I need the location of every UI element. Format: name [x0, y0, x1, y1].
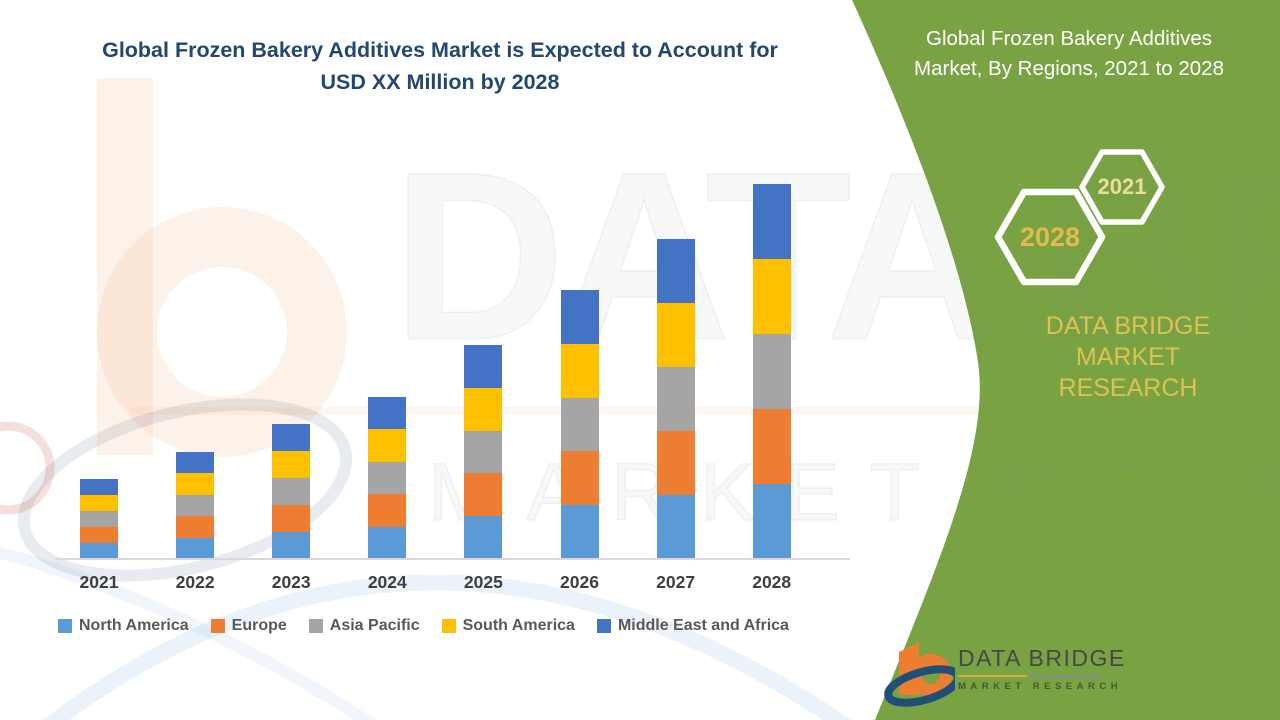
bar-segment-2026-europe: [560, 451, 599, 506]
legend-swatch: [441, 619, 456, 633]
x-axis-label-2023: 2023: [271, 572, 311, 592]
bar-segment-2022-europe: [176, 516, 215, 538]
bar-segment-2023-north-america: [272, 532, 311, 559]
bar-segment-2026-middle-east-and-africa: [560, 290, 599, 344]
legend-label: South America: [462, 617, 575, 634]
legend-label: Europe: [231, 617, 287, 634]
legend-label: Asia Pacific: [329, 617, 420, 634]
bar-segment-2028-europe: [752, 409, 791, 484]
bar-segment-2025-asia-pacific: [464, 430, 503, 474]
bar-segment-2024-europe: [368, 494, 407, 527]
legend-label: North America: [79, 617, 189, 634]
legend-item-south-america: South America: [441, 617, 575, 635]
bar-segment-2027-asia-pacific: [656, 367, 695, 431]
bar-segment-2025-north-america: [464, 516, 503, 559]
bar-segment-2026-north-america: [560, 505, 599, 559]
bar-segment-2027-middle-east-and-africa: [656, 239, 695, 303]
bar-segment-2021-north-america: [80, 543, 118, 559]
bar-segment-2021-asia-pacific: [80, 511, 118, 527]
bar-segment-2028-asia-pacific: [752, 334, 791, 409]
bar-segment-2023-middle-east-and-africa: [272, 424, 311, 451]
bar-segment-2025-europe: [464, 473, 503, 517]
legend-item-middle-east-and-africa: Middle East and Africa: [596, 617, 789, 635]
legend-swatch: [210, 619, 225, 633]
bar-segment-2024-north-america: [368, 526, 407, 559]
x-axis-label-2027: 2027: [656, 572, 696, 592]
x-axis-label-2022: 2022: [175, 572, 215, 592]
bar-segment-2021-south-america: [80, 495, 118, 511]
bar-segment-2021-europe: [80, 527, 118, 543]
bar-segment-2024-asia-pacific: [368, 461, 407, 495]
x-axis-label-2024: 2024: [367, 572, 407, 592]
x-axis-label-2028: 2028: [752, 572, 792, 592]
bar-segment-2024-middle-east-and-africa: [368, 397, 407, 430]
bar-segment-2022-south-america: [176, 473, 215, 495]
chart-title: Global Frozen Bakery Additives Market is…: [50, 34, 830, 98]
legend-swatch: [58, 619, 72, 633]
bar-segment-2028-north-america: [752, 484, 791, 559]
bar-segment-2027-europe: [656, 431, 695, 495]
chart-title-line1: Global Frozen Bakery Additives Market is…: [102, 38, 778, 62]
bar-segment-2022-north-america: [176, 537, 215, 559]
bar-segment-2026-asia-pacific: [560, 397, 599, 452]
x-axis-label-2021: 2021: [79, 572, 119, 592]
watermark-band: [130, 407, 1140, 415]
bar-segment-2022-asia-pacific: [176, 494, 215, 517]
legend-swatch: [596, 619, 611, 633]
chart-title-line2: USD XX Million by 2028: [320, 70, 560, 94]
bar-segment-2027-south-america: [656, 303, 695, 367]
bar-segment-2023-europe: [272, 505, 311, 532]
x-axis-label-2026: 2026: [560, 572, 599, 592]
bar-segment-2023-south-america: [272, 451, 311, 478]
legend: North America Europe Asia Pacific South Ame…: [58, 617, 789, 635]
legend-label: Middle East and Africa: [617, 617, 789, 634]
bar-segment-2028-middle-east-and-africa: [752, 184, 791, 259]
bar-segment-2021-middle-east-and-africa: [80, 479, 118, 495]
legend-item-north-america: North America: [58, 617, 189, 635]
bar-segment-2023-asia-pacific: [272, 478, 311, 505]
legend-item-europe: Europe: [210, 617, 287, 635]
bar-segment-2026-south-america: [560, 343, 599, 398]
bar-segment-2028-south-america: [752, 259, 791, 334]
legend-item-asia-pacific: Asia Pacific: [308, 617, 420, 635]
x-axis-label-2025: 2025: [463, 572, 503, 592]
x-axis-line: [55, 558, 850, 560]
legend-swatch: [308, 619, 323, 633]
bar-segment-2025-middle-east-and-africa: [464, 345, 503, 388]
bar-segment-2027-north-america: [656, 495, 695, 559]
bar-segment-2025-south-america: [464, 387, 503, 431]
bar-segment-2024-south-america: [368, 429, 407, 462]
bar-segment-2022-middle-east-and-africa: [176, 452, 215, 474]
